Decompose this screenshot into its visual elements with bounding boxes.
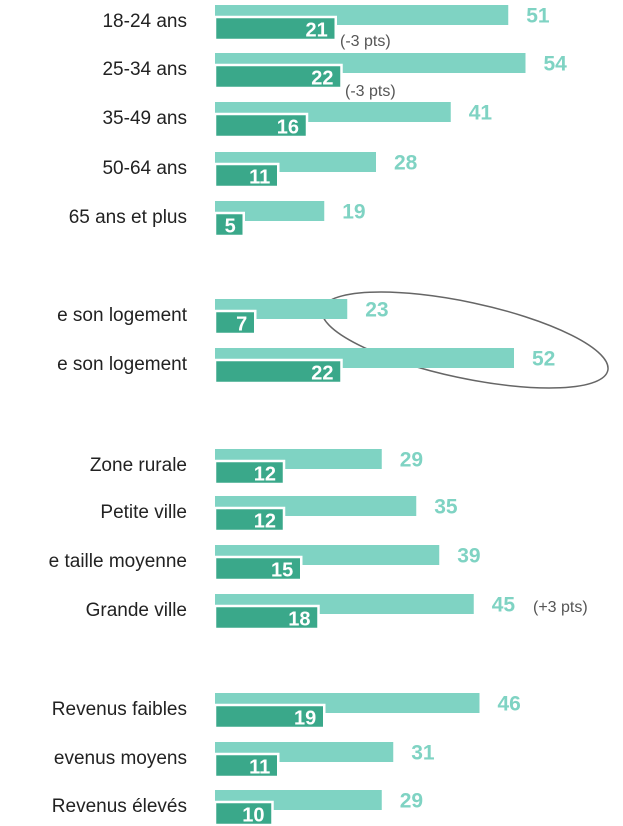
bar xyxy=(213,162,280,189)
category-label: 35-49 ans xyxy=(102,108,187,129)
data-label: 29 xyxy=(400,449,423,472)
annotation: (+3 pts) xyxy=(533,599,588,616)
data-label: 35 xyxy=(434,496,458,519)
bar xyxy=(213,211,245,238)
data-label: 11 xyxy=(249,166,270,188)
data-label: 16 xyxy=(277,116,299,138)
data-label: 19 xyxy=(342,201,365,224)
bar xyxy=(213,15,337,42)
category-label: Petite ville xyxy=(100,502,187,523)
data-label: 19 xyxy=(294,707,316,729)
data-label: 10 xyxy=(242,804,264,826)
category-label: Revenus faibles xyxy=(52,699,187,720)
data-label: 41 xyxy=(469,102,493,125)
category-label: Grande ville xyxy=(86,600,187,621)
data-label: 23 xyxy=(365,299,388,322)
annotation: (-3 pts) xyxy=(345,83,396,100)
category-label: 25-34 ans xyxy=(102,59,187,80)
category-label: Zone rurale xyxy=(90,455,187,476)
data-label: 39 xyxy=(457,545,480,568)
data-label: 46 xyxy=(498,693,521,716)
data-label: 21 xyxy=(306,19,328,41)
category-label: 18-24 ans xyxy=(102,11,187,32)
bar xyxy=(213,112,309,139)
category-label: e son logement xyxy=(57,354,188,375)
data-label: 5 xyxy=(225,215,236,237)
data-label: 18 xyxy=(288,608,310,630)
data-label: 11 xyxy=(249,756,270,778)
category-label: evenus moyens xyxy=(54,748,187,769)
data-label: 31 xyxy=(411,742,435,765)
category-label: 50-64 ans xyxy=(102,158,187,179)
data-label: 52 xyxy=(532,348,555,371)
data-label: 12 xyxy=(254,463,276,485)
bar xyxy=(213,703,326,730)
bar xyxy=(213,358,343,385)
bar xyxy=(213,604,320,631)
data-label: 54 xyxy=(544,53,568,76)
data-label: 29 xyxy=(400,790,423,813)
data-label: 15 xyxy=(271,559,293,581)
bar xyxy=(213,555,303,582)
bar xyxy=(213,800,274,826)
bar xyxy=(213,459,286,486)
bar xyxy=(213,309,257,336)
data-label: 45 xyxy=(492,594,516,617)
category-label: e taille moyenne xyxy=(49,551,187,572)
annotation: (-3 pts) xyxy=(340,33,391,50)
category-label: Revenus élevés xyxy=(52,796,187,817)
data-label: 22 xyxy=(311,362,333,384)
bar xyxy=(213,752,280,779)
highlight-ellipse xyxy=(321,291,609,389)
bar xyxy=(213,63,343,90)
data-label: 51 xyxy=(526,5,550,28)
category-label: 65 ans et plus xyxy=(69,207,187,228)
data-label: 7 xyxy=(236,313,247,335)
data-label: 12 xyxy=(254,510,276,532)
bar xyxy=(213,506,286,533)
category-label: e son logement xyxy=(57,305,188,326)
data-label: 28 xyxy=(394,152,418,175)
data-label: 22 xyxy=(311,67,333,89)
